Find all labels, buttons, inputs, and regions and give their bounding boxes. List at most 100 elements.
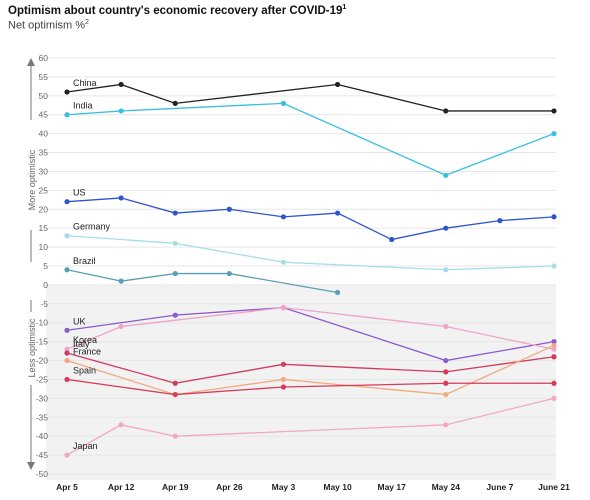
data-point-us bbox=[64, 199, 70, 205]
data-point-korea bbox=[551, 346, 557, 352]
data-point-brazil bbox=[334, 289, 341, 296]
series-label-spain: Spain bbox=[73, 365, 96, 375]
side-label-lower: Less optimistic bbox=[27, 318, 37, 378]
y-tick-label: 20 bbox=[39, 204, 49, 214]
y-tick-label: -30 bbox=[36, 393, 49, 403]
series-label-italy: Italy bbox=[73, 339, 90, 349]
y-tick-label: 15 bbox=[39, 223, 49, 233]
series-line-germany bbox=[66, 235, 555, 271]
data-point-us bbox=[172, 210, 178, 216]
data-point-germany bbox=[64, 233, 70, 239]
data-point-china bbox=[118, 81, 124, 88]
data-point-japan bbox=[443, 422, 449, 428]
x-tick-label: May 24 bbox=[432, 482, 461, 492]
side-label-upper: More optimistic bbox=[27, 149, 37, 210]
data-point-china bbox=[443, 108, 449, 114]
x-tick-label: June 21 bbox=[538, 482, 570, 492]
data-point-us bbox=[118, 195, 124, 201]
y-tick-label: -40 bbox=[36, 431, 49, 441]
data-point-india bbox=[443, 172, 449, 178]
data-point-brazil bbox=[226, 270, 232, 277]
data-point-china bbox=[551, 108, 557, 114]
data-point-korea bbox=[118, 323, 124, 330]
data-point-us bbox=[551, 214, 557, 220]
data-point-us bbox=[280, 214, 287, 220]
data-point-india bbox=[280, 100, 287, 106]
data-point-india bbox=[64, 112, 70, 118]
series-label-france: France bbox=[73, 347, 101, 357]
chart-subtitle: Net optimism %2 bbox=[8, 19, 89, 32]
y-tick-label: 25 bbox=[39, 185, 49, 195]
y-tick-label: -50 bbox=[36, 469, 49, 479]
data-point-india bbox=[118, 108, 124, 114]
series-label-korea: Korea bbox=[73, 335, 97, 345]
data-point-spain bbox=[280, 384, 287, 390]
y-tick-label: 55 bbox=[39, 72, 49, 82]
data-point-brazil bbox=[64, 267, 70, 273]
data-point-china bbox=[172, 100, 178, 106]
data-point-italy bbox=[64, 350, 70, 356]
negative-region-shading bbox=[46, 284, 556, 480]
data-point-uk bbox=[64, 327, 70, 333]
x-tick-label: May 10 bbox=[323, 482, 352, 492]
y-tick-label: -25 bbox=[36, 374, 49, 384]
series-line-china bbox=[66, 83, 554, 112]
x-tick-label: May 17 bbox=[377, 482, 406, 492]
data-point-us bbox=[497, 218, 503, 224]
data-point-japan bbox=[64, 452, 70, 458]
data-point-germany bbox=[551, 263, 557, 269]
data-point-germany bbox=[172, 240, 178, 246]
data-point-korea bbox=[443, 323, 449, 330]
y-tick-label: -15 bbox=[36, 337, 49, 347]
data-point-france bbox=[443, 391, 449, 398]
series-label-us: US bbox=[73, 188, 86, 198]
data-point-uk bbox=[172, 312, 178, 318]
series-label-uk: UK bbox=[73, 316, 86, 326]
data-point-brazil bbox=[172, 270, 178, 277]
y-tick-label: -35 bbox=[36, 412, 49, 422]
x-tick-label: May 3 bbox=[272, 482, 296, 492]
data-point-italy bbox=[280, 361, 287, 367]
data-point-japan bbox=[172, 433, 178, 439]
x-tick-label: Apr 12 bbox=[108, 482, 135, 492]
y-tick-label: 45 bbox=[39, 110, 49, 120]
data-point-us bbox=[443, 225, 449, 231]
data-point-italy bbox=[551, 354, 557, 360]
x-tick-label: Apr 19 bbox=[162, 482, 189, 492]
series-label-china: China bbox=[73, 78, 97, 88]
data-point-uk bbox=[551, 339, 557, 345]
data-point-china bbox=[64, 89, 70, 95]
data-point-japan bbox=[118, 422, 124, 428]
data-point-germany bbox=[280, 259, 287, 265]
y-tick-label: -45 bbox=[36, 450, 49, 460]
y-tick-label: 10 bbox=[39, 242, 49, 252]
y-tick-label: 60 bbox=[39, 53, 49, 63]
data-point-italy bbox=[443, 369, 449, 375]
data-point-brazil bbox=[118, 278, 124, 284]
data-point-us bbox=[389, 236, 395, 243]
data-point-spain bbox=[551, 380, 557, 386]
y-tick-label: -10 bbox=[36, 318, 49, 328]
y-tick-label: 50 bbox=[39, 91, 49, 101]
series-line-india bbox=[66, 102, 555, 176]
y-tick-label: -20 bbox=[36, 356, 49, 366]
data-point-us bbox=[226, 206, 232, 212]
upper-arrow-head bbox=[27, 58, 35, 66]
y-tick-label: 35 bbox=[39, 148, 49, 158]
y-tick-label: 30 bbox=[39, 166, 49, 176]
data-point-japan bbox=[551, 395, 557, 401]
data-point-germany bbox=[443, 267, 449, 273]
y-tick-label: 0 bbox=[43, 280, 48, 290]
data-point-france bbox=[551, 342, 557, 349]
series-label-germany: Germany bbox=[73, 222, 111, 232]
lower-arrow-head bbox=[27, 462, 35, 470]
x-tick-label: Apr 26 bbox=[216, 482, 243, 492]
data-point-korea bbox=[280, 305, 287, 311]
series-label-india: India bbox=[73, 101, 93, 111]
data-point-spain bbox=[64, 376, 70, 383]
series-line-us bbox=[66, 197, 555, 241]
chart-title: Optimism about country's economic recove… bbox=[8, 4, 347, 17]
series-label-japan: Japan bbox=[73, 441, 98, 451]
y-tick-label: 40 bbox=[39, 129, 49, 139]
